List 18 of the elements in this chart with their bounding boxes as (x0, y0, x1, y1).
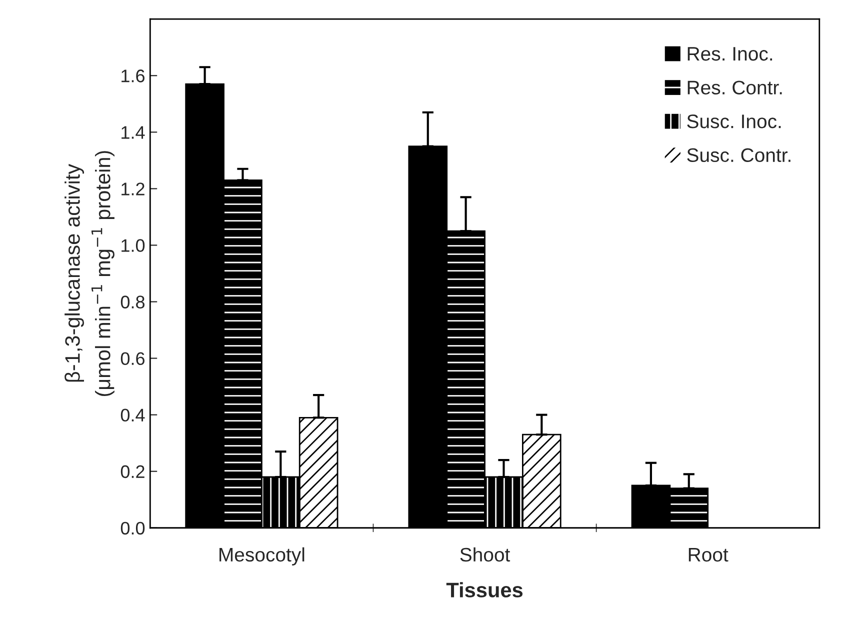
y-tick-label: 1.2 (122, 182, 144, 196)
legend-label: Susc. Inoc. (687, 114, 781, 128)
x-axis-title: Tissues (446, 582, 523, 598)
legend-label: Res. Contr. (688, 80, 782, 94)
y-tick-label: 0.4 (120, 408, 145, 422)
y-tick-label: 1.4 (122, 126, 145, 139)
y-tick-label: 0.0 (120, 522, 145, 535)
legend-label: Res. Inoc. (688, 47, 772, 61)
x-tick-label: Shoot (460, 547, 510, 562)
y-tick-label: 0.8 (120, 296, 145, 308)
y-tick-label: 1.0 (122, 239, 145, 252)
y-tick-label: 0.6 (120, 352, 144, 365)
y-tick-label: 0.2 (120, 465, 144, 478)
x-tick-label: Mesocotyl (220, 547, 304, 566)
x-tick-label: Root (688, 548, 728, 562)
y-axis-title: β-1,3-glucanase activity (μmol min$^{−1}$ mg$^{−1}$ protein) (64, 151, 114, 396)
y-tick-label: 1.6 (122, 70, 144, 82)
legend-label: Susc. Contr. (687, 148, 790, 162)
